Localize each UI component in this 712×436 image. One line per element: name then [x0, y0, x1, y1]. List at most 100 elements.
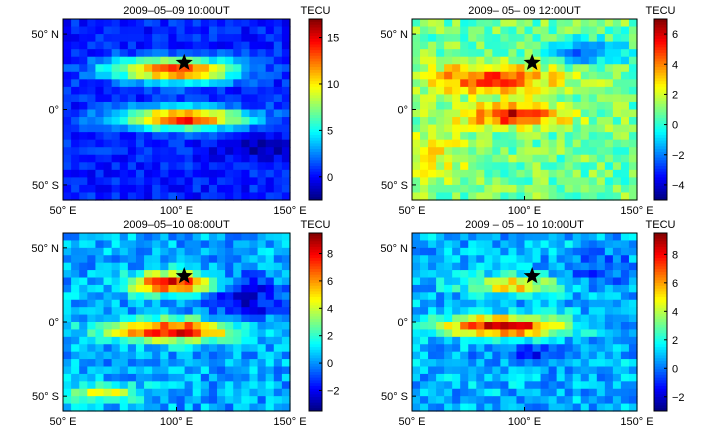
heatmap-cell	[144, 247, 153, 256]
heatmap-cell	[580, 94, 590, 103]
heatmap-cell	[596, 329, 606, 338]
heatmap-cell	[420, 299, 429, 308]
heatmap-cell	[564, 177, 574, 186]
heatmap-cell	[436, 351, 445, 360]
heatmap-cell	[160, 34, 169, 43]
heatmap-cell	[184, 233, 194, 242]
heatmap-cell	[508, 403, 518, 412]
heatmap-cell	[249, 101, 259, 111]
heatmap-cell	[420, 344, 429, 353]
heatmap-cell	[63, 307, 72, 316]
colorbar-segment	[654, 408, 667, 412]
heatmap-cell	[532, 322, 542, 331]
heatmap-cell	[265, 79, 275, 88]
heatmap-cell	[476, 373, 485, 382]
heatmap-cell	[168, 49, 178, 58]
heatmap-cell	[127, 233, 137, 242]
heatmap-cell	[119, 147, 129, 156]
heatmap-cell	[524, 101, 534, 111]
heatmap-cell	[168, 240, 178, 249]
heatmap-cell	[532, 139, 542, 148]
heatmap-cell	[572, 101, 582, 111]
heatmap-cell	[508, 322, 518, 331]
heatmap-cell	[249, 247, 259, 256]
heatmap-cell	[548, 255, 558, 264]
heatmap-cell	[79, 396, 88, 405]
heatmap-cell	[532, 86, 542, 96]
heatmap-cell	[508, 240, 518, 249]
heatmap-cell	[484, 117, 493, 126]
colorbar-segment	[654, 291, 667, 295]
heatmap-cell	[500, 396, 510, 405]
heatmap-cell	[420, 56, 429, 65]
heatmap-cell	[135, 117, 145, 126]
heatmap-cell	[476, 284, 485, 293]
heatmap-cell	[95, 41, 105, 50]
heatmap-cell	[257, 86, 267, 96]
heatmap-cell	[135, 71, 145, 80]
heatmap-cell	[468, 299, 477, 308]
heatmap-cell	[184, 351, 194, 360]
heatmap-cell	[119, 277, 129, 286]
heatmap-cell	[516, 64, 526, 73]
heatmap-cell	[200, 49, 210, 58]
x-tick-label: 100° E	[160, 205, 193, 217]
colorbar-segment	[309, 64, 322, 68]
heatmap-cell	[596, 94, 606, 103]
heatmap-cell	[265, 177, 275, 186]
heatmap-cell	[476, 139, 485, 148]
heatmap-cell	[436, 247, 445, 256]
heatmap-cell	[428, 262, 437, 271]
colorbar-segment	[654, 319, 667, 323]
heatmap-cell	[452, 344, 461, 353]
heatmap-cell	[225, 177, 234, 186]
heatmap-cell	[556, 124, 566, 133]
colorbar-segment	[654, 305, 667, 309]
heatmap-cell	[532, 124, 542, 133]
heatmap-cell	[444, 233, 453, 242]
heatmap-cell	[87, 336, 97, 345]
heatmap-cell	[233, 147, 242, 156]
heatmap-cell	[176, 373, 186, 382]
heatmap-cell	[484, 322, 493, 331]
heatmap-cell	[273, 322, 283, 331]
heatmap-cell	[604, 351, 614, 360]
heatmap-cell	[588, 94, 598, 103]
heatmap-cell	[160, 396, 169, 405]
heatmap-cell	[516, 322, 526, 331]
heatmap-cell	[420, 403, 429, 412]
heatmap-cell	[127, 124, 137, 133]
heatmap-cell	[87, 277, 97, 286]
heatmap-cell	[200, 162, 210, 171]
heatmap-cell	[436, 344, 445, 353]
heatmap-cell	[249, 277, 259, 286]
heatmap-cell	[265, 277, 275, 286]
heatmap-cell	[612, 388, 622, 397]
heatmap-cell	[79, 270, 88, 279]
heatmap-cell	[200, 366, 210, 375]
heatmap-cell	[476, 124, 485, 133]
heatmap-cell	[540, 292, 550, 301]
heatmap-cell	[63, 233, 72, 242]
heatmap-cell	[412, 184, 421, 194]
heatmap-cell	[176, 169, 186, 178]
heatmap-cell	[160, 359, 169, 368]
heatmap-cell	[79, 184, 88, 194]
heatmap-cell	[516, 299, 526, 308]
heatmap-cell	[111, 147, 121, 156]
heatmap-cell	[103, 247, 113, 256]
heatmap-cell	[548, 329, 558, 338]
heatmap-cell	[111, 124, 121, 133]
heatmap-cell	[500, 359, 510, 368]
heatmap-cell	[604, 192, 614, 201]
colorbar-segment	[654, 266, 667, 270]
heatmap-cell	[492, 101, 501, 111]
colorbar-segment	[654, 358, 667, 362]
heatmap-cell	[160, 124, 169, 133]
heatmap-cell	[500, 381, 510, 390]
heatmap-cell	[444, 184, 453, 194]
heatmap-cell	[176, 154, 186, 163]
heatmap-cell	[233, 26, 242, 35]
heatmap-cell	[168, 117, 178, 126]
